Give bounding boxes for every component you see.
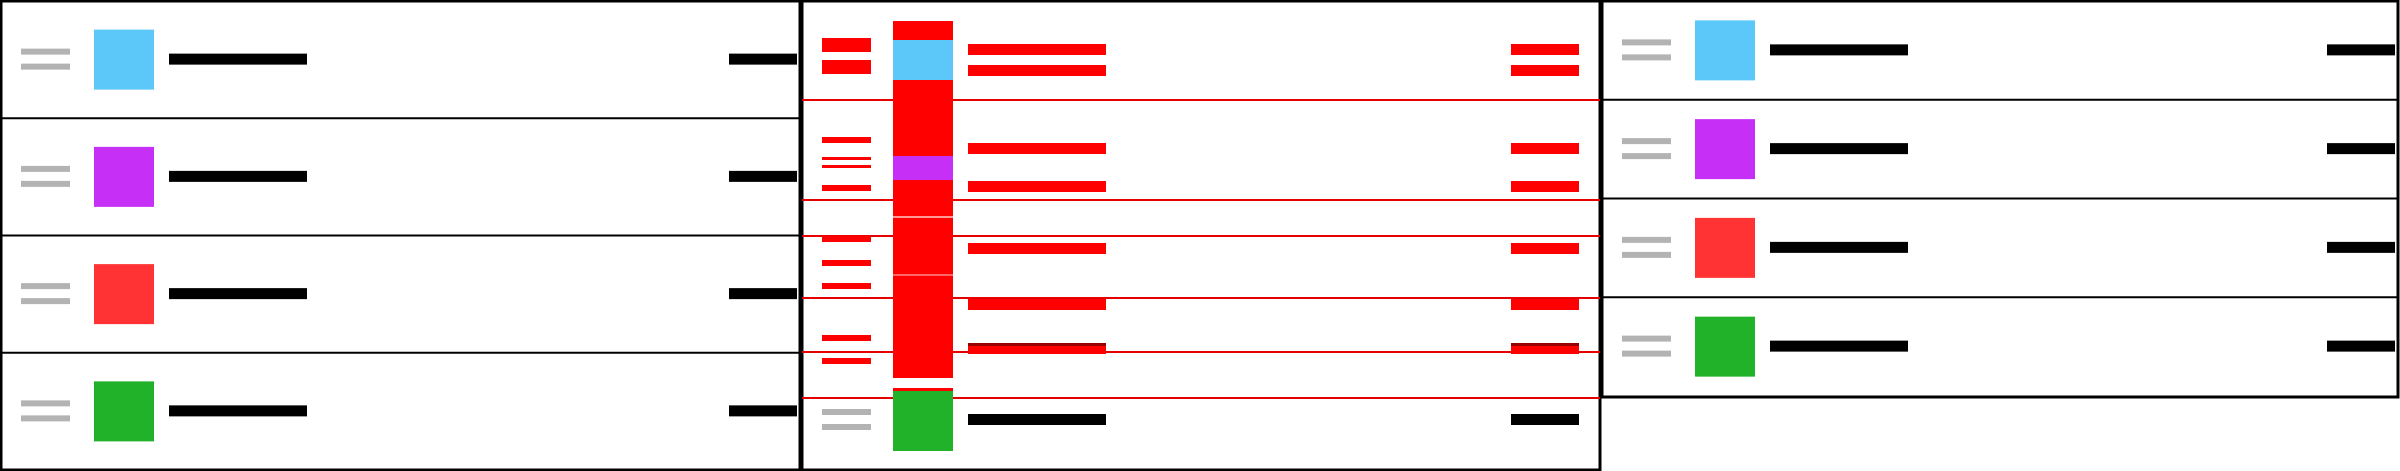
ghost-swatch-column	[893, 21, 953, 378]
item-label-bar	[169, 405, 307, 417]
ghost-drag-handle-icon	[822, 185, 871, 191]
color-swatch	[1695, 119, 1755, 180]
item-label-bar	[1770, 241, 1908, 253]
before-list-item-1[interactable]	[21, 29, 797, 90]
drag-handle-icon[interactable]	[1622, 39, 1671, 61]
ghost-drag-handle-icon	[822, 60, 871, 74]
color-swatch-purple	[893, 156, 953, 180]
item-value-bar	[729, 405, 797, 417]
drag-handle-icon[interactable]	[21, 283, 70, 305]
ghost-drag-handle-icon	[822, 260, 871, 266]
ghost-label-bar	[968, 299, 1106, 310]
panel-transition	[800, 0, 1602, 471]
item-label-bar	[1770, 340, 1908, 352]
ghost-drag-handle-icon	[822, 358, 871, 364]
ghost-value-bar	[1511, 44, 1579, 55]
ghost-label-bar	[968, 143, 1106, 154]
ghost-value-bar	[1511, 243, 1579, 254]
item-label-bar	[1770, 44, 1908, 56]
item-value-bar	[729, 53, 797, 65]
drag-handle-icon[interactable]	[21, 165, 70, 187]
ghost-drag-handle-icon	[822, 283, 871, 289]
drag-handle-icon[interactable]	[1622, 138, 1671, 160]
overlap-shadow	[1511, 343, 1579, 346]
drag-handle-icon[interactable]	[1622, 236, 1671, 258]
ghost-value-bar	[1511, 343, 1579, 354]
item-value-bar	[2327, 143, 2395, 155]
transition-list-item-green[interactable]	[822, 391, 1579, 451]
color-swatch-green	[893, 391, 953, 451]
ghost-drag-handle-icon	[822, 157, 871, 160]
after-list-item-3[interactable]	[1622, 217, 2395, 278]
item-value-bar	[729, 288, 797, 300]
ghost-drag-handle-icon	[822, 137, 871, 143]
overlap-shadow	[968, 343, 1106, 346]
after-list-item-2[interactable]	[1622, 119, 2395, 180]
ghost-separator	[893, 274, 953, 276]
item-label-bar	[169, 170, 307, 182]
ghost-label-bar	[968, 181, 1106, 192]
drag-handle-icon	[822, 424, 871, 430]
item-value-bar	[1511, 414, 1579, 425]
before-list-item-4[interactable]	[21, 381, 797, 442]
color-swatch	[94, 29, 154, 90]
item-label-bar	[169, 288, 307, 300]
color-swatch	[1695, 316, 1755, 377]
ghost-label-bar	[968, 65, 1106, 76]
item-label-bar	[169, 53, 307, 65]
drag-handle-icon[interactable]	[21, 400, 70, 422]
color-swatch	[94, 264, 154, 325]
color-swatch	[1695, 217, 1755, 278]
panel-before	[0, 0, 802, 471]
after-list-item-1[interactable]	[1622, 20, 2395, 81]
ghost-label-bar	[968, 44, 1106, 55]
panel-border	[0, 0, 802, 471]
ghost-label-bar	[968, 343, 1106, 354]
color-swatch	[1695, 20, 1755, 81]
ghost-separator	[893, 216, 953, 218]
item-label-bar	[1770, 143, 1908, 155]
ghost-drag-handle-icon	[822, 335, 871, 341]
ghost-value-bar	[1511, 65, 1579, 76]
panel-border	[1600, 0, 2400, 399]
ghost-drag-handle-icon	[822, 236, 871, 242]
item-value-bar	[2327, 340, 2395, 352]
ghost-drag-handle-icon	[822, 165, 871, 168]
drag-handle-icon	[822, 409, 871, 415]
item-value-bar	[729, 170, 797, 182]
after-list-item-4[interactable]	[1622, 316, 2395, 377]
ghost-value-bar	[1511, 143, 1579, 154]
color-swatch	[94, 146, 154, 207]
color-swatch-blue	[893, 40, 953, 80]
color-swatch	[94, 381, 154, 442]
item-value-bar	[2327, 44, 2395, 56]
before-list-item-3[interactable]	[21, 264, 797, 325]
panel-after	[1600, 0, 2400, 399]
ghost-value-bar	[1511, 181, 1579, 192]
before-list-item-2[interactable]	[21, 146, 797, 207]
ghost-label-bar	[968, 243, 1106, 254]
ghost-value-bar	[1511, 299, 1579, 310]
ghost-drag-handle-icon	[822, 38, 871, 52]
drag-handle-icon[interactable]	[21, 48, 70, 70]
item-value-bar	[2327, 241, 2395, 253]
drag-handle-icon[interactable]	[1622, 335, 1671, 357]
item-label-bar	[968, 414, 1106, 425]
